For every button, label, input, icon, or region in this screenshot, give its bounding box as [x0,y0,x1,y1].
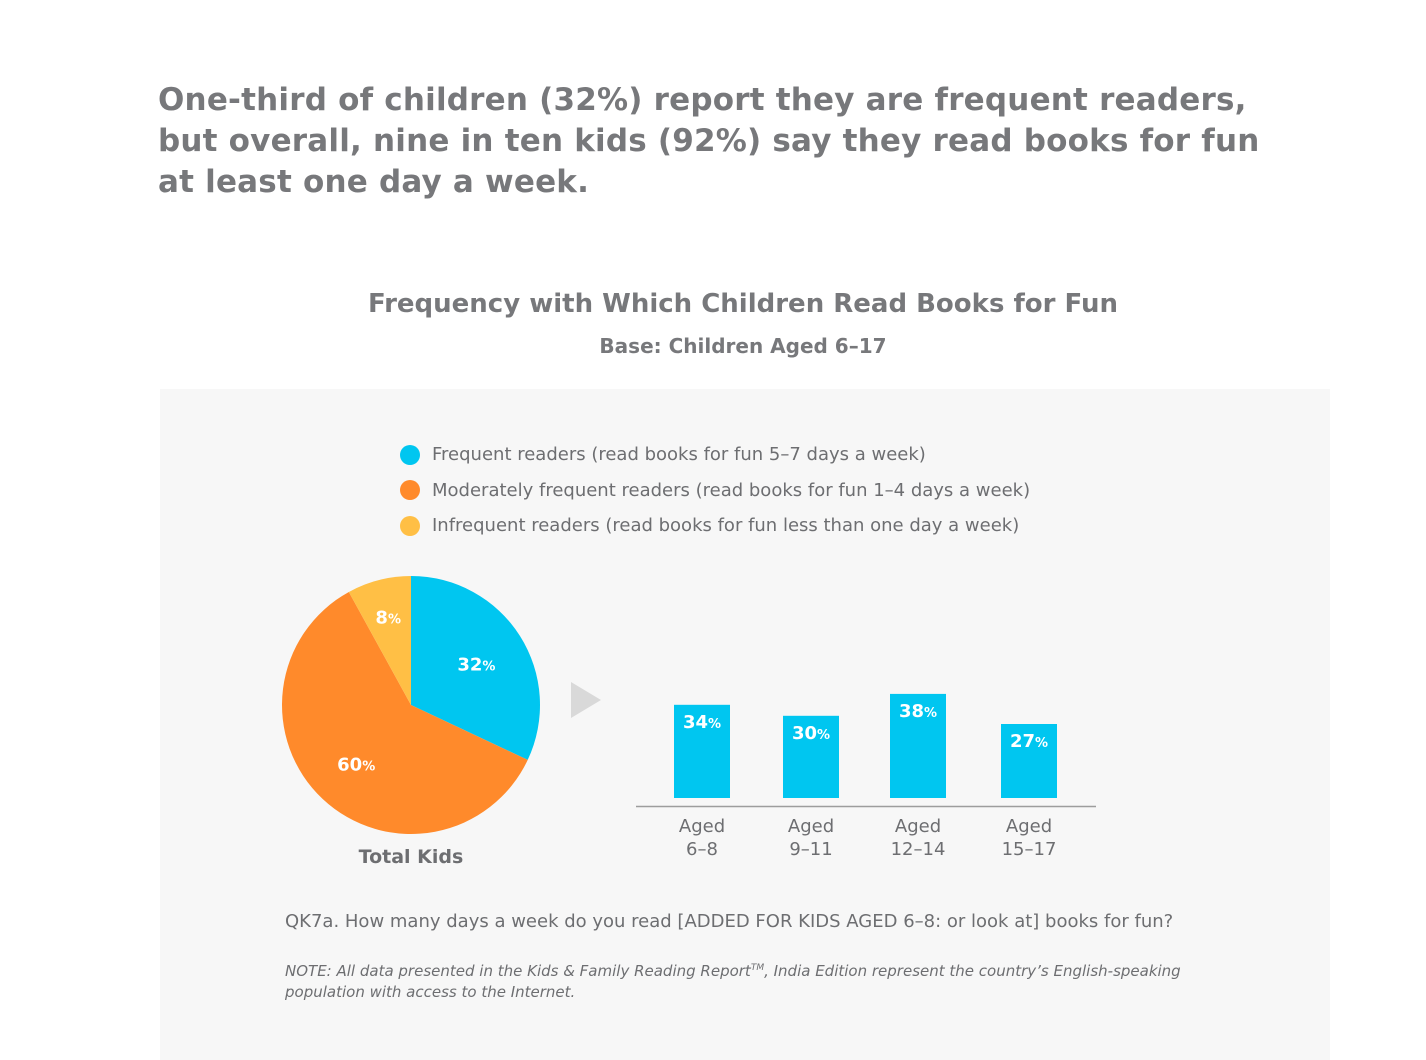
pie-chart: 32% 60% 8% [281,576,540,835]
chart-title: Frequency with Which Children Read Books… [367,289,1119,319]
survey-question: QK7a. How many days a week do you read [… [285,911,1174,932]
footnote: NOTE: All data presented in the Kids & F… [285,958,1225,1003]
legend-swatch-moderately-frequent [400,480,420,501]
x-tick-label-line2: 9–11 [789,839,832,860]
chart-subtitle: Base: Children Aged 6–17 [599,334,887,358]
footnote-text-continued: , India Edition represent the country’s … [285,962,1181,1001]
x-tick-label-line2: 12–14 [891,839,946,860]
bar-9–11 [783,715,839,798]
x-tick-label-line2: 15–17 [1002,839,1057,860]
pie-label-moderately-frequent: 60% [337,754,375,775]
pie-slice-moderately-frequent [281,591,528,835]
bar-label-9–11: 30% [792,723,830,744]
legend-item-moderately-frequent: Moderately frequent readers (read books … [400,473,1030,509]
bar-6–8 [674,704,730,798]
x-tick-label-line1: Aged [788,816,834,837]
legend-item-frequent: Frequent readers (read books for fun 5–7… [400,437,1030,473]
headline: One-third of children (32%) report they … [158,82,1260,200]
x-tick-label-line1: Aged [1006,816,1052,837]
bar-label-6–8: 34% [683,712,721,733]
pie-slice-frequent [411,576,540,760]
legend-swatch-frequent [400,444,420,465]
legend-label-frequent: Frequent readers (read books for fun 5–7… [432,444,926,466]
pie-caption: Total Kids [359,846,464,868]
legend-swatch-infrequent [400,515,420,536]
bar-label-15–17: 27% [1010,731,1048,752]
legend-item-infrequent: Infrequent readers (read books for fun l… [400,508,1030,544]
bar-label-12–14: 38% [899,701,937,722]
bar-15–17 [1001,724,1057,798]
trademark-mark: TM [750,963,765,973]
bar-chart: 34%Aged6–830%Aged9–1138%Aged12–1427%Aged… [636,693,1096,860]
footnote-text: NOTE: All data presented in the Kids & F… [285,962,751,980]
x-tick-label-line1: Aged [679,816,725,837]
x-tick-label-line1: Aged [895,816,941,837]
pie-label-frequent: 32% [457,655,495,676]
legend-label-infrequent: Infrequent readers (read books for fun l… [432,515,1020,537]
pie-label-infrequent: 8% [375,607,401,628]
play-arrow-icon [571,682,601,718]
bar-12–14 [890,693,946,798]
legend: Frequent readers (read books for fun 5–7… [400,437,1030,544]
legend-label-moderately-frequent: Moderately frequent readers (read books … [432,479,1031,501]
x-tick-label-line2: 6–8 [686,839,718,860]
pie-slice-infrequent [348,576,411,705]
